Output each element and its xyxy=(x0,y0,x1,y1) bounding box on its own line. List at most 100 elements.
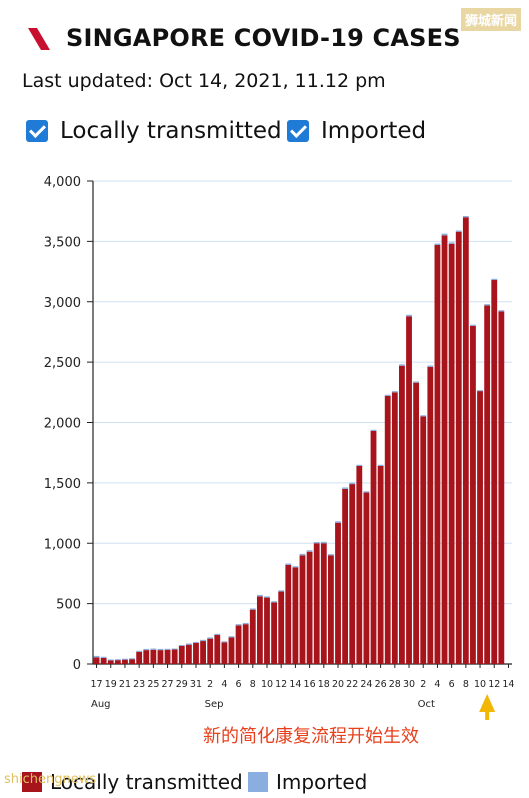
bar-local xyxy=(349,484,356,664)
bar-local xyxy=(164,649,171,664)
x-tick-label: 22 xyxy=(346,679,358,690)
legend-swatch xyxy=(248,772,268,792)
bar-local xyxy=(299,555,306,664)
bar-imported xyxy=(413,381,420,383)
y-tick-label: 4,000 xyxy=(44,175,81,190)
bar-imported xyxy=(143,648,150,651)
bar-local xyxy=(264,597,270,664)
bar-imported xyxy=(406,314,412,317)
bar-local xyxy=(335,522,341,664)
toggle-locally-transmitted[interactable]: Locally transmitted xyxy=(26,118,282,144)
bar-local xyxy=(136,651,143,664)
y-tick-label: 3,500 xyxy=(44,235,81,250)
bar-local xyxy=(406,316,412,664)
bar-local xyxy=(150,649,157,664)
bar-imported xyxy=(200,639,206,642)
y-tick-label: 0 xyxy=(73,658,81,673)
x-tick-label: 29 xyxy=(176,679,188,690)
x-tick-label: 12 xyxy=(488,679,500,690)
bar-imported xyxy=(157,648,164,651)
bar-imported xyxy=(470,324,476,326)
bar-imported xyxy=(448,242,455,244)
bar-local xyxy=(320,543,327,664)
bar-local xyxy=(285,564,292,664)
bar-local xyxy=(207,638,214,664)
bar-imported xyxy=(193,641,199,643)
y-tick-label: 500 xyxy=(56,598,81,613)
x-tick-label: 17 xyxy=(91,679,103,690)
x-tick-label: 6 xyxy=(449,679,455,690)
x-tick-label: 25 xyxy=(147,679,159,690)
bar-local xyxy=(157,650,164,664)
bar-local xyxy=(228,637,235,664)
bar-imported xyxy=(349,482,356,485)
bar-imported xyxy=(313,542,320,544)
bar-imported xyxy=(299,553,306,556)
toggle-imported[interactable]: Imported xyxy=(287,118,426,144)
bar-imported xyxy=(235,624,242,626)
bar-local xyxy=(271,602,278,664)
bar-imported xyxy=(484,304,491,306)
legend-item-local: Locally transmitted xyxy=(22,770,243,794)
x-tick-label: 30 xyxy=(403,679,415,690)
bar-local xyxy=(306,551,313,664)
x-tick-label: 10 xyxy=(474,679,486,690)
x-tick-label: 2 xyxy=(207,679,213,690)
toggle-label: Imported xyxy=(321,118,427,144)
bar-local xyxy=(413,382,420,664)
watermark-text: shichengnews xyxy=(4,772,97,787)
legend-swatch xyxy=(22,772,42,792)
bar-imported xyxy=(150,648,157,650)
bar-local xyxy=(498,311,505,664)
x-tick-label: 6 xyxy=(236,679,242,690)
bar-local xyxy=(100,657,107,664)
bar-local xyxy=(114,660,121,664)
bar-local xyxy=(427,366,434,664)
bar-imported xyxy=(228,636,235,638)
bar-imported xyxy=(498,310,505,312)
x-tick-label: 26 xyxy=(375,679,387,690)
bar-imported xyxy=(320,541,327,544)
y-tick-label: 1,000 xyxy=(44,537,81,552)
x-tick-label: 8 xyxy=(463,679,469,690)
x-tick-label: 14 xyxy=(502,679,514,690)
x-tick-label: 12 xyxy=(275,679,287,690)
bar-local xyxy=(434,244,441,664)
bar-local xyxy=(214,635,221,664)
arrow-up-icon xyxy=(479,694,496,712)
bar-imported xyxy=(93,655,100,658)
bar-local xyxy=(278,591,285,664)
x-tick-label: 19 xyxy=(105,679,117,690)
bar-imported xyxy=(327,554,334,556)
bar-local xyxy=(455,231,462,664)
bar-local xyxy=(221,642,228,664)
bar-local xyxy=(249,609,256,664)
bar-imported xyxy=(420,415,427,417)
x-tick-label: 8 xyxy=(250,679,256,690)
bar-imported xyxy=(384,394,391,396)
bar-local xyxy=(391,392,398,664)
x-tick-label: 4 xyxy=(434,679,440,690)
bar-local xyxy=(313,543,320,664)
bar-imported xyxy=(107,659,114,661)
bar-imported xyxy=(285,563,292,565)
red-slash-logo-icon xyxy=(28,28,50,50)
cases-bar-chart: 0 500 1,000 1,500 2,000 2,500 3,000 3,500 4,000 1… xyxy=(44,175,514,720)
checkbox-checked-icon[interactable] xyxy=(26,120,48,142)
month-label: Aug xyxy=(91,699,111,710)
page-title: SINGAPORE COVID-19 CASES xyxy=(66,24,461,52)
bar-local xyxy=(420,416,427,664)
legend-label: Imported xyxy=(276,770,368,794)
bar-imported xyxy=(363,491,370,493)
bar-imported xyxy=(342,487,349,489)
bar-imported xyxy=(136,650,143,652)
bar-imported xyxy=(249,608,256,610)
bar-local xyxy=(256,596,263,664)
bar-imported xyxy=(370,429,377,431)
bar-imported xyxy=(434,243,441,245)
bar-imported xyxy=(242,622,249,625)
checkbox-checked-icon[interactable] xyxy=(287,120,309,142)
bar-local xyxy=(370,430,377,664)
y-tick-label: 2,500 xyxy=(44,356,81,371)
bar-imported xyxy=(185,643,192,645)
